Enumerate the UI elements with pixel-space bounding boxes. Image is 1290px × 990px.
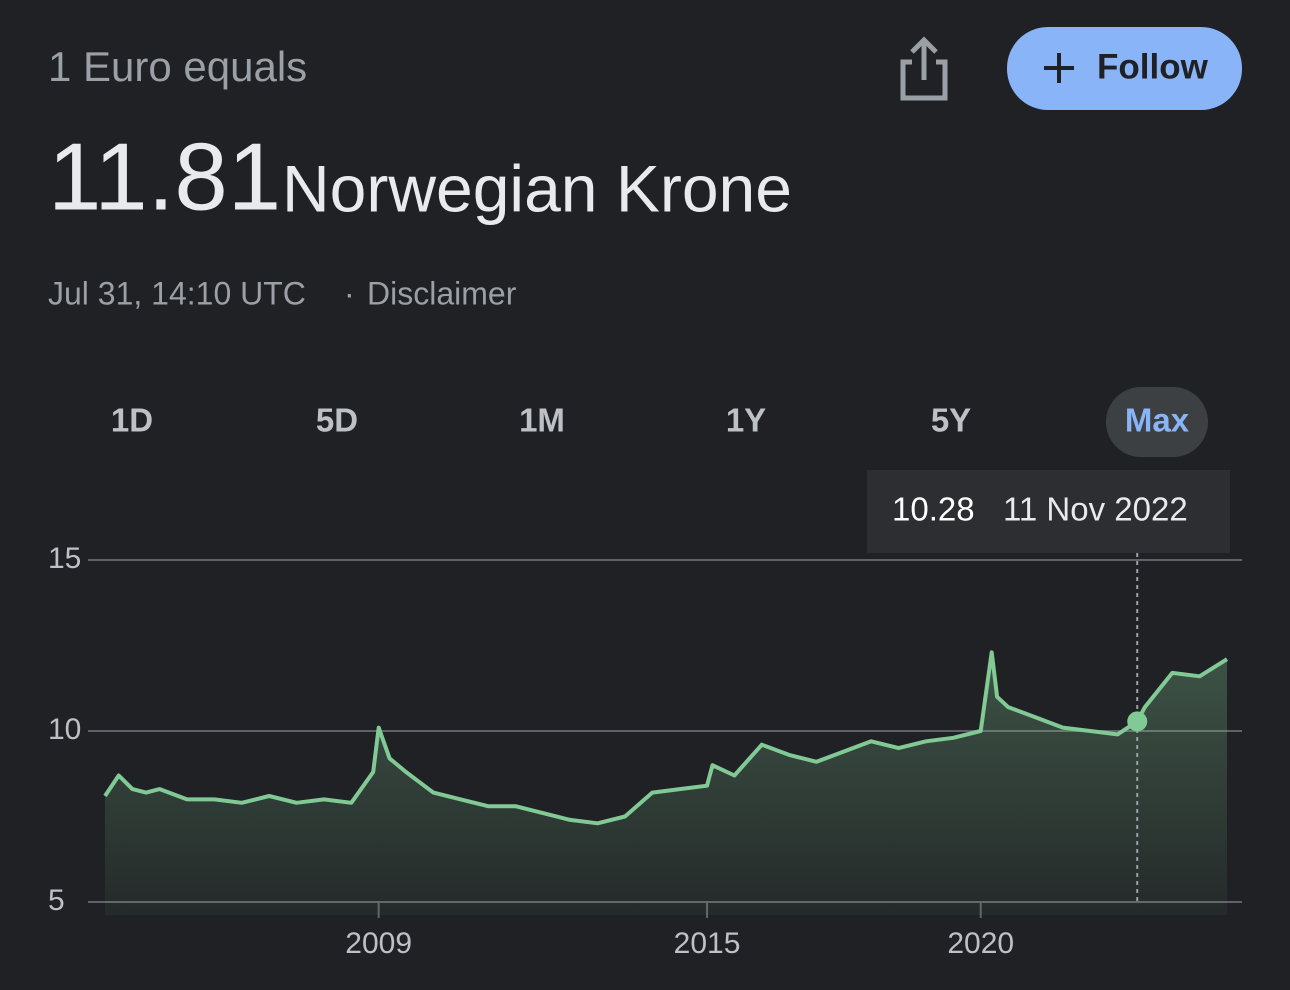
range-label: 1D: [111, 402, 153, 439]
price-line: [103, 650, 1229, 826]
range-label: 5D: [316, 402, 358, 439]
range-tab[interactable]: 1D: [111, 402, 153, 439]
currency: Norwegian Krone: [282, 151, 792, 225]
range-tabs: 1D 5D 1M 1Y 5Y Max: [111, 387, 1208, 457]
chart: 5 10 15 2009 2015 2020 10.28 11 Nov 2022: [48, 470, 1242, 960]
range-label: 1M: [519, 402, 565, 439]
tooltip-value: 10.28: [892, 491, 975, 528]
range-tab[interactable]: Max: [1106, 387, 1208, 457]
follow-bg: [1007, 27, 1242, 110]
hover-point: [1127, 711, 1148, 732]
tooltip-date: 11 Nov 2022: [1003, 491, 1188, 528]
share-icon: [900, 59, 948, 101]
follow-button[interactable]: Follow: [1007, 27, 1242, 110]
range-tab[interactable]: 1Y: [726, 402, 766, 439]
range-label: 5Y: [931, 402, 971, 439]
y-tick-label: 5: [48, 884, 65, 917]
follow-label: Follow: [1097, 47, 1209, 86]
plus-icon: [1044, 53, 1074, 83]
y-tick-label: 10: [48, 713, 81, 746]
range-tab[interactable]: 1M: [519, 402, 565, 439]
label: 1 Euro equals: [48, 43, 307, 90]
share-arrow: [910, 36, 938, 80]
tooltip-bg: [867, 470, 1230, 553]
range-tab[interactable]: 5Y: [931, 402, 971, 439]
timestamp: Jul 31, 14:10 UTC: [48, 275, 306, 311]
x-tick-label: 2009: [345, 927, 412, 960]
area-fill: [105, 652, 1227, 915]
x-tick-label: 2020: [947, 927, 1014, 960]
y-tick-label: 15: [48, 542, 81, 575]
separator: ·: [344, 275, 355, 311]
range-label: Max: [1125, 402, 1190, 439]
amount: 11.81: [48, 123, 281, 230]
disclaimer[interactable]: Disclaimer: [367, 275, 517, 311]
range-label: 1Y: [726, 402, 766, 439]
x-tick-label: 2015: [674, 927, 741, 960]
range-selected-bg: [1106, 387, 1208, 457]
share-button[interactable]: [900, 36, 948, 101]
range-tab[interactable]: 5D: [316, 402, 358, 439]
